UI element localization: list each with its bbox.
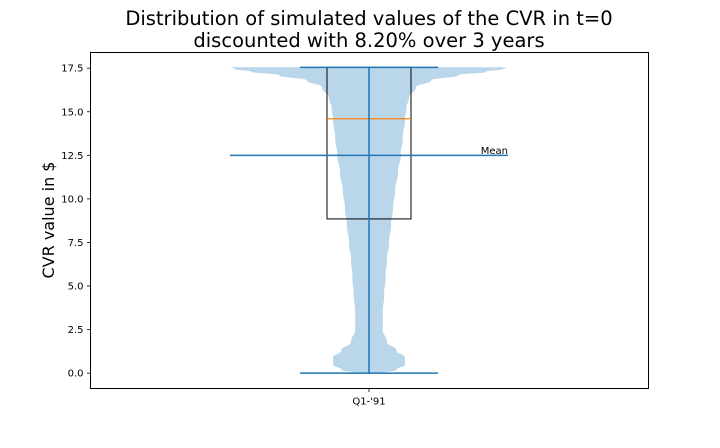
axes-frame	[90, 52, 649, 389]
y-tick-label: 0.0	[68, 369, 84, 380]
mean-annotation: Mean	[481, 146, 508, 157]
axes: 0.0 2.5 5.0 7.5 10.0 12.5 15.0 17.5 Q1-'91	[61, 64, 385, 408]
y-tick-label: 10.0	[61, 194, 83, 205]
y-tick-label: 15.0	[61, 107, 83, 118]
y-tick-label: 12.5	[61, 151, 83, 162]
x-tick-label: Q1-'91	[352, 397, 385, 408]
y-axis-label: CVR value in $	[39, 162, 58, 279]
y-tick-label: 17.5	[61, 64, 83, 75]
chart-title-line-1: Distribution of simulated values of the …	[125, 7, 612, 30]
y-tick-label: 5.0	[68, 282, 84, 293]
plot-area: Mean	[230, 66, 508, 374]
chart-title-line-2: discounted with 8.20% over 3 years	[193, 29, 544, 52]
y-tick-label: 2.5	[68, 325, 84, 336]
y-tick-label: 7.5	[68, 238, 84, 249]
